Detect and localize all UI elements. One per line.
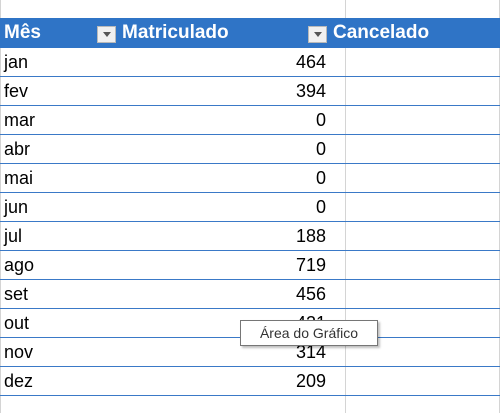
table-row[interactable]: mai 0 — [0, 164, 500, 193]
table-row[interactable]: dez 209 — [0, 367, 500, 396]
filter-dropdown-matriculado[interactable] — [308, 26, 327, 43]
cell-mes[interactable]: out — [4, 313, 30, 333]
cell-mes[interactable]: jan — [4, 52, 29, 72]
cell-matriculado[interactable]: 0 — [315, 168, 326, 188]
cell-mes[interactable]: jun — [4, 197, 29, 217]
cell-mes[interactable]: mar — [4, 110, 35, 130]
cell-mes[interactable]: mai — [4, 168, 34, 188]
table-row[interactable]: abr 0 — [0, 135, 500, 164]
table-row[interactable]: jul 188 — [0, 222, 500, 251]
cell-matriculado[interactable]: 314 — [295, 342, 326, 362]
table-row[interactable]: set 456 — [0, 280, 500, 309]
table-row[interactable]: fev 394 — [0, 77, 500, 106]
cell-mes[interactable]: dez — [4, 371, 34, 391]
table-row[interactable]: mar 0 — [0, 106, 500, 135]
cell-matriculado[interactable]: 0 — [315, 139, 326, 159]
cell-matriculado[interactable]: 464 — [295, 52, 326, 72]
header-matriculado[interactable]: Matriculado — [122, 22, 229, 43]
cell-mes[interactable]: fev — [4, 81, 29, 101]
cell-matriculado[interactable]: 188 — [295, 226, 326, 246]
cell-mes[interactable]: ago — [4, 255, 35, 275]
cell-mes[interactable]: nov — [4, 342, 34, 362]
column-gridline — [345, 0, 346, 413]
table-row[interactable]: nov 314 — [0, 338, 500, 367]
cell-mes[interactable]: set — [4, 284, 29, 304]
header-cancelado[interactable]: Cancelado — [333, 22, 430, 43]
table-row[interactable]: jun 0 — [0, 193, 500, 222]
table-row[interactable]: jan 464 — [0, 48, 500, 77]
cell-matriculado[interactable]: 209 — [295, 371, 326, 391]
column-gridline — [0, 0, 1, 413]
header-mes[interactable]: Mês — [4, 22, 41, 43]
filter-dropdown-mes[interactable] — [97, 26, 116, 43]
table-header-row: Mês Matriculado Cancelado — [0, 18, 500, 48]
table-row[interactable]: ago 719 — [0, 251, 500, 280]
cell-matriculado[interactable]: 0 — [315, 110, 326, 130]
cell-mes[interactable]: jul — [4, 226, 23, 246]
cell-matriculado[interactable]: 719 — [295, 255, 326, 275]
cell-matriculado[interactable]: 394 — [295, 81, 326, 101]
cell-mes[interactable]: abr — [4, 139, 31, 159]
chart-area-tooltip: Área do Gráfico — [240, 320, 378, 346]
cell-matriculado[interactable]: 0 — [315, 197, 326, 217]
cell-matriculado[interactable]: 456 — [295, 284, 326, 304]
